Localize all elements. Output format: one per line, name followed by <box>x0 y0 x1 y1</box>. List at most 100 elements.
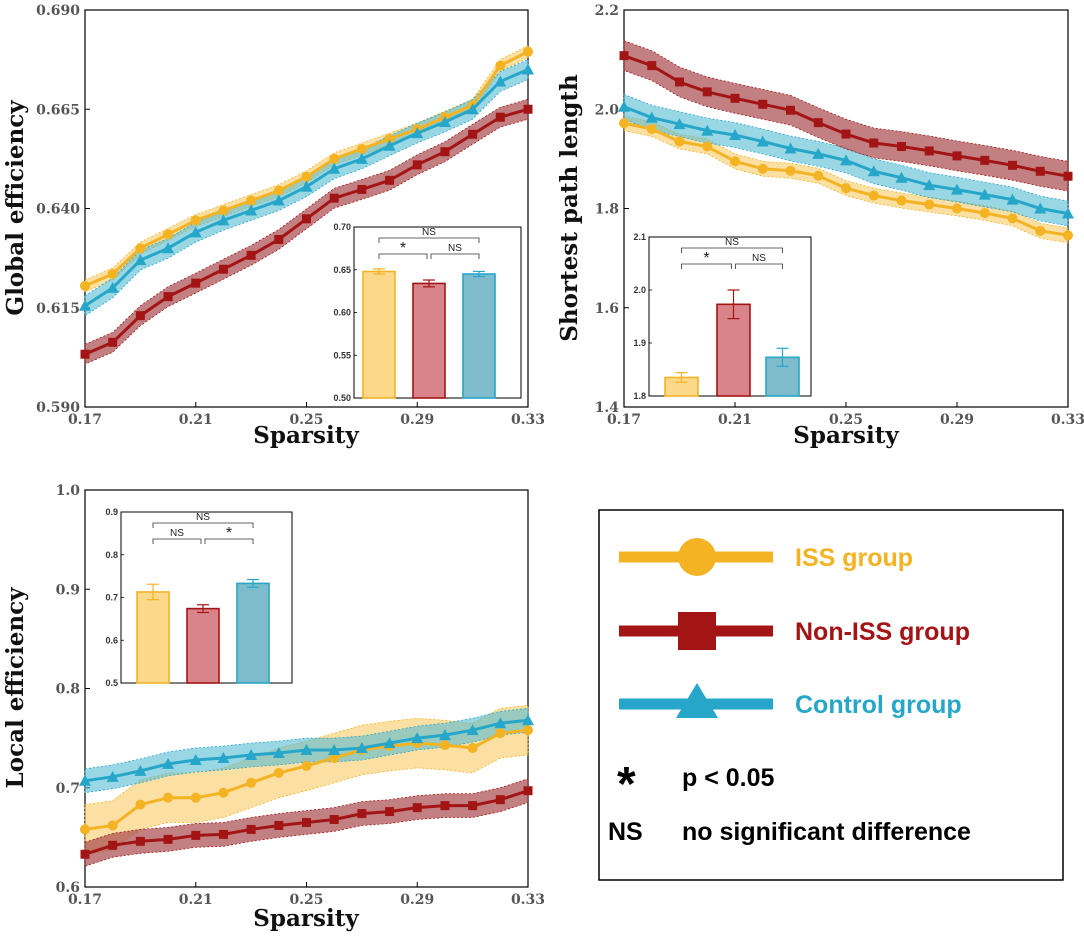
legend-label-control: Control group <box>795 691 962 719</box>
data-point <box>108 840 118 850</box>
data-point <box>272 747 285 759</box>
x-tick-label: 0.25 <box>289 892 323 908</box>
x-tick-label: 0.17 <box>68 412 102 428</box>
data-point <box>730 156 740 167</box>
data-point <box>163 292 173 302</box>
legend-star-symbol: * <box>617 758 636 811</box>
plots: 0.17 0.21 0.25 0.29 0.33 0.590 0.615 0.640 0.665… <box>36 3 1084 908</box>
data-point <box>646 124 657 135</box>
legend-ns-text: no significant difference <box>682 818 971 846</box>
significance-bracket <box>378 253 428 259</box>
inset-y-tick-label: 0.50 <box>333 393 351 403</box>
significance-bracket <box>681 247 783 253</box>
data-point <box>411 127 424 139</box>
data-point <box>79 299 91 311</box>
legend-item-control: Control group <box>619 683 962 719</box>
legend-frame <box>598 509 1064 881</box>
data-point <box>757 163 768 174</box>
data-point <box>701 124 714 136</box>
data-point <box>411 732 424 744</box>
data-point <box>246 195 257 206</box>
y-tick-label: 1.8 <box>595 202 619 218</box>
data-point <box>438 115 451 127</box>
band-0 <box>84 45 529 293</box>
x-axis-label-shortest: Sparsity <box>793 422 899 449</box>
data-point <box>384 134 395 145</box>
data-point <box>466 103 479 115</box>
significance-label: NS <box>448 243 462 254</box>
data-point <box>868 190 879 201</box>
inset-y-tick-label: 0.55 <box>333 350 351 360</box>
data-point <box>494 75 507 87</box>
data-point <box>1006 193 1019 205</box>
panel-1: 0.17 0.21 0.25 0.29 0.331.41.61.82.02.21.81.… <box>595 3 1084 428</box>
data-point <box>328 162 341 174</box>
significance-bracket <box>681 263 732 269</box>
inset-1: 1.8 1.9 2.0 2.1 * NS NS <box>633 232 812 401</box>
data-point <box>355 152 368 164</box>
data-point <box>978 188 991 200</box>
inset-y-tick-label: 0.65 <box>333 265 351 275</box>
data-point <box>135 836 145 846</box>
data-point <box>867 165 880 177</box>
data-point <box>729 129 741 141</box>
significance-bracket <box>430 253 480 259</box>
data-point <box>135 799 146 810</box>
data-point <box>274 820 284 830</box>
data-point <box>134 254 147 266</box>
data-point <box>702 141 713 152</box>
data-point <box>523 46 533 57</box>
data-point <box>495 60 506 71</box>
data-point <box>1034 202 1047 214</box>
data-point <box>645 111 658 123</box>
data-point <box>355 742 368 754</box>
data-point <box>329 193 339 203</box>
data-point <box>107 269 118 280</box>
data-point <box>301 760 312 771</box>
significance-label: NS <box>752 253 766 264</box>
data-point <box>302 817 311 827</box>
data-point <box>191 830 201 840</box>
y-tick-label: 2.0 <box>595 102 620 118</box>
data-point <box>869 138 879 148</box>
data-point <box>1062 207 1074 219</box>
legend-triangle-icon <box>676 683 718 718</box>
inset-y-tick-label: 1.9 <box>633 338 646 348</box>
data-point <box>979 207 990 218</box>
x-tick-label: 0.29 <box>400 892 434 908</box>
y-tick-label: 0.590 <box>36 400 80 416</box>
data-point <box>107 820 118 831</box>
inset-2: 0.5 0.6 0.7 0.8 0.9 NS * NS <box>105 507 293 688</box>
data-point <box>329 752 340 763</box>
legend-label-iss: ISS group <box>795 544 913 572</box>
legend-item-non-iss: Non-ISS group <box>619 612 970 650</box>
data-point <box>1035 166 1045 176</box>
data-point <box>134 764 147 776</box>
y-tick-label: 1.4 <box>595 400 620 416</box>
y-tick-label: 0.9 <box>56 582 80 598</box>
data-point <box>163 834 173 844</box>
data-point <box>135 311 145 321</box>
data-point <box>329 815 339 825</box>
x-tick-label: 0.33 <box>511 412 545 428</box>
data-point <box>673 118 686 130</box>
data-point <box>523 104 533 114</box>
data-point <box>647 61 657 71</box>
inset-y-tick-label: 0.6 <box>105 635 118 645</box>
x-tick-label: 0.33 <box>511 892 545 908</box>
data-point <box>218 787 229 798</box>
significance-label: NS <box>196 512 210 523</box>
y-axis-label-global: Global efficiency <box>2 100 29 316</box>
data-point <box>812 147 825 159</box>
y-tick-label: 0.615 <box>36 301 80 317</box>
significance-bracket <box>152 538 202 544</box>
data-point <box>523 786 533 796</box>
data-point <box>106 770 119 782</box>
significance-bracket <box>735 263 783 269</box>
data-point <box>438 729 451 741</box>
data-point <box>246 777 257 788</box>
inset-y-tick-label: 1.8 <box>633 391 646 401</box>
data-point <box>1063 230 1073 241</box>
legend: ISS group Non-ISS group Control group * … <box>598 509 1064 881</box>
